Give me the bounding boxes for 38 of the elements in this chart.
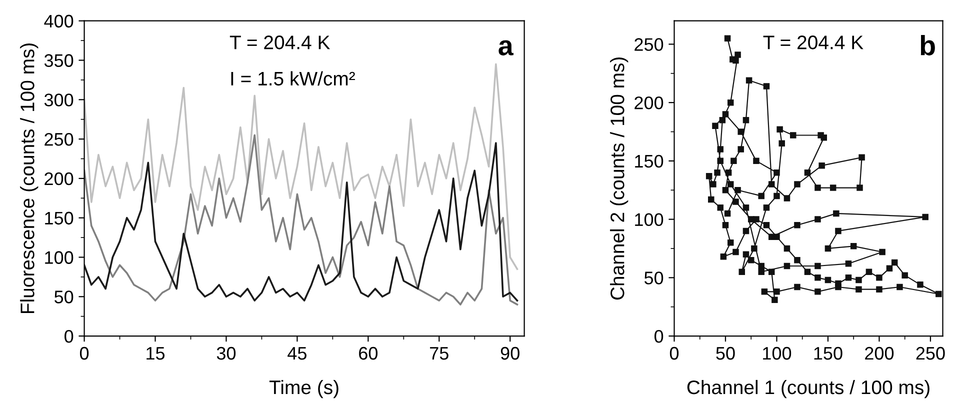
x-tick-label: 0 — [670, 346, 679, 360]
x-tick-label: 250 — [916, 346, 945, 360]
y-tick-label: 200 — [44, 172, 74, 186]
x-tick-label: 200 — [865, 346, 894, 360]
x-tick-label: 60 — [359, 346, 378, 360]
x-tick-label: 75 — [430, 347, 448, 360]
x-tick-label: 50 — [716, 346, 735, 360]
y-tick-label: 250 — [634, 38, 664, 51]
y-tick-label: 100 — [635, 213, 664, 226]
x-tick-label: 15 — [146, 347, 165, 360]
x-tick-label: 30 — [216, 346, 236, 360]
x-tick-label: 150 — [814, 346, 842, 360]
y-tick-label: 100 — [45, 251, 74, 264]
annotation: b — [920, 35, 935, 56]
y-tick-label: 300 — [44, 94, 74, 106]
y-tick-label: 50 — [644, 272, 664, 284]
line-series — [84, 63, 518, 270]
x-tick-label: 100 — [763, 346, 792, 360]
x-tick-label: 0 — [80, 346, 89, 360]
annotation: a — [498, 40, 514, 56]
y-tick-label: 150 — [45, 212, 74, 225]
annotation: T = 204.4 K — [763, 36, 864, 50]
y-axis-title: Fluorescence (counts / 100 ms) — [20, 43, 38, 314]
y-tick-label: 350 — [44, 54, 74, 67]
y-tick-label: 150 — [635, 154, 664, 168]
x-axis-title: Channel 1 (counts / 100 ms) — [687, 380, 930, 398]
y-tick-label: 400 — [44, 14, 74, 28]
x-tick-label: 45 — [288, 347, 306, 360]
y-tick-label: 0 — [64, 330, 74, 343]
y-tick-label: 200 — [634, 96, 664, 110]
x-tick-label: 90 — [500, 346, 520, 360]
annotation: I = 1.5 kW/cm² — [231, 71, 355, 86]
y-tick-label: 50 — [54, 290, 74, 304]
y-axis-title: Channel 2 (counts / 100 ms) — [610, 58, 628, 300]
y-tick-label: 0 — [654, 330, 664, 343]
annotation: T = 204.4 K — [230, 36, 330, 50]
y-tick-label: 250 — [44, 132, 74, 146]
x-axis-title: Time (s) — [269, 380, 338, 398]
